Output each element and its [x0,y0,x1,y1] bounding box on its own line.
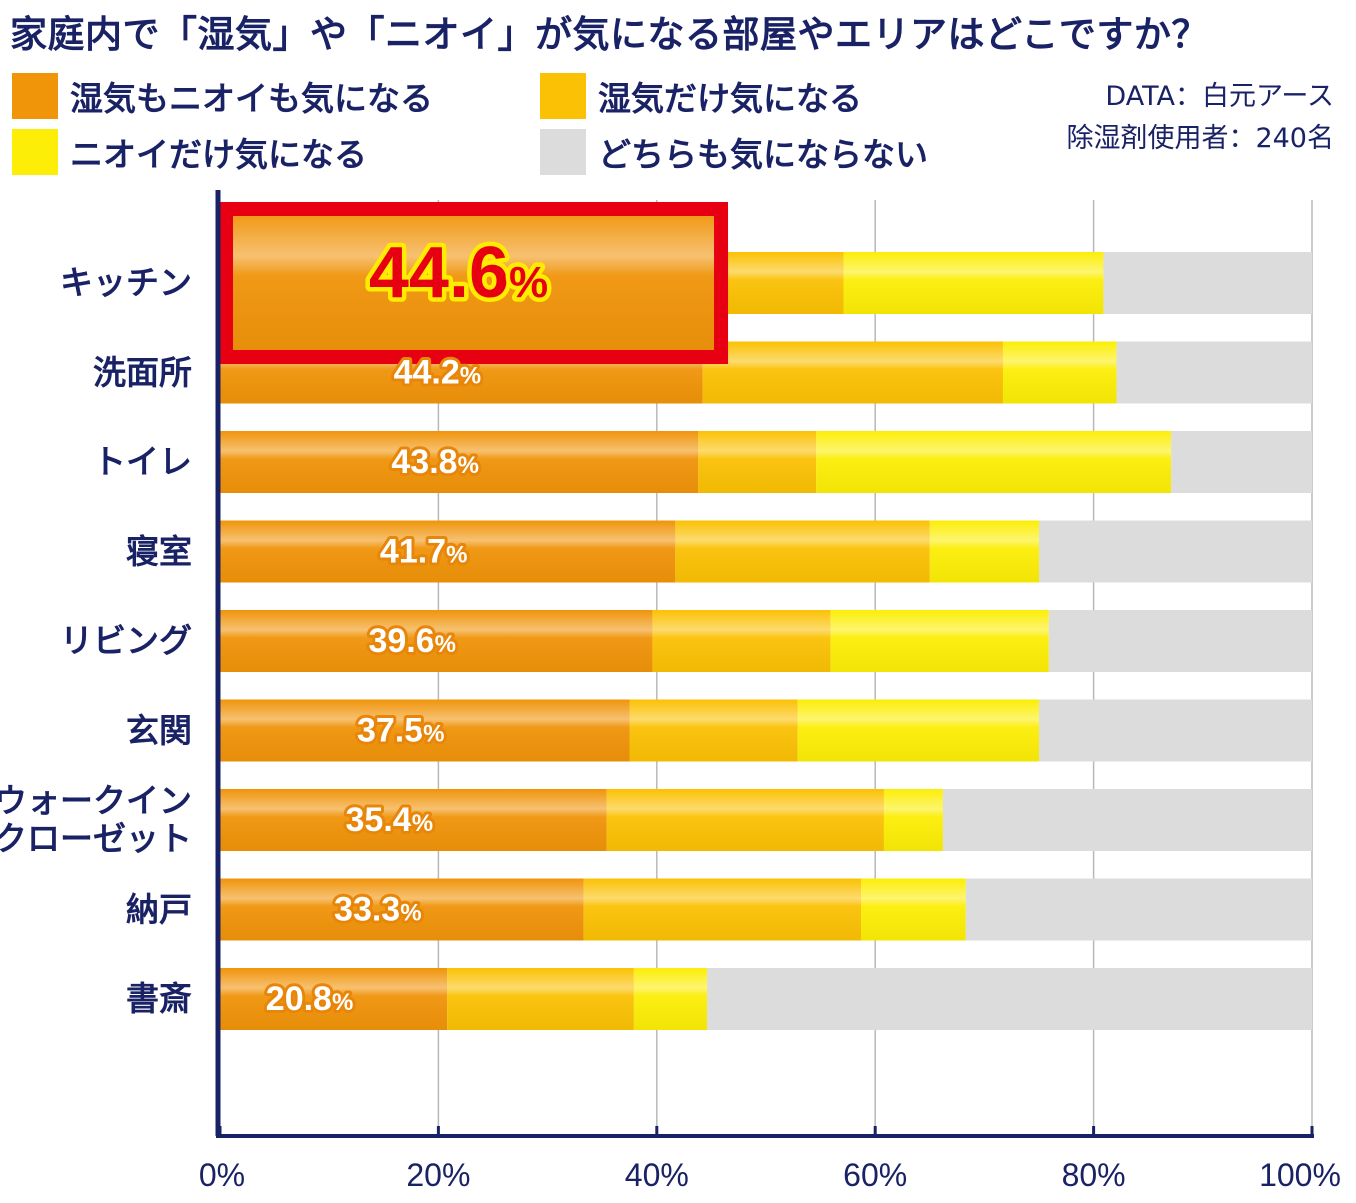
bar-segment-neither [965,878,1312,941]
category-label-line: 納戸 [126,889,192,929]
bar-shine [698,431,817,493]
legend-item-odor: ニオイだけ気になる [12,128,367,176]
bar-shine [220,610,653,672]
legend-swatch-odor [12,129,58,175]
category-label: 玄関 [126,710,192,750]
bar-segment-neither [1103,252,1312,314]
category-label: 洗面所 [93,352,192,392]
data-source: DATA：白元アース [1105,81,1334,112]
data-label-percent-sign: % [446,542,467,569]
data-label: 20.8% [266,980,354,1018]
data-label: 43.8% [391,443,479,481]
category-label: 寝室 [126,531,192,571]
legend-label-odor: ニオイだけ気になる [70,135,367,174]
x-tick-label: 40% [625,1157,689,1193]
category-label: キッチン [60,264,192,302]
bar-shine [843,252,1104,314]
data-label-percent-sign: % [458,452,479,479]
legend-label-neither: どちらも気にならない [598,135,928,174]
chart-title: 家庭内で「湿気」や「ニオイ」が気になる部屋やエリアはどこですか？ [10,13,1209,56]
data-label-percent-sign: % [509,258,548,307]
data-label-percent-sign: % [423,721,444,748]
category-label-line: 書斎 [126,979,192,1018]
axes: 0% 20% 40% 60% 80% 100% [199,190,1341,1193]
legend-swatch-humidity [540,73,586,119]
bar-shine [633,968,708,1030]
bar-segment-neither [1039,699,1312,762]
bar-segment-neither [942,789,1312,851]
bar-segment-neither [1039,520,1312,583]
bar-shine [929,520,1039,583]
bar-shine [861,878,966,941]
bar-shine [797,699,1039,762]
category-label-line: キッチン [60,263,192,302]
data-label: 39.6% [368,622,456,660]
highlight-box [219,202,729,364]
category-label-line: ウォークイン [0,781,192,820]
category-label-line: 寝室 [126,531,192,571]
legend-swatch-neither [540,129,586,175]
category-label-line: トイレ [93,442,192,481]
bar-shine [220,878,584,941]
bar-shine [830,610,1049,672]
sample-size: 除湿剤使用者：240名 [1066,123,1334,154]
bar-shine [606,789,884,851]
category-label-line: リビング [60,621,192,660]
bar-shine [447,968,634,1030]
data-label: 33.3% [334,891,422,929]
legend-label-humidity: 湿気だけ気になる [598,79,862,118]
bar-shine [220,431,699,493]
category-label-line: 玄関 [126,710,192,750]
bar-shine [883,789,943,851]
category-label: 納戸 [126,889,192,929]
legend-label-both: 湿気もニオイも気になる [70,79,433,118]
legend-item-neither: どちらも気にならない [540,128,928,176]
bar-segment-neither [1116,341,1312,404]
category-label: ウォークイン クローゼット [0,782,192,858]
bar-shine [816,431,1172,493]
x-tick-label: 0% [199,1157,245,1193]
category-label: トイレ [93,443,192,481]
x-tick-label: 60% [843,1157,907,1193]
data-label: 41.7% [380,533,468,571]
data-label-percent-sign: % [332,989,353,1016]
bar-shine [702,341,1003,404]
bar-shine [220,968,448,1030]
bar-shine [652,610,831,672]
category-label: リビング [60,622,192,660]
x-tick-label: 20% [406,1157,470,1193]
data-label-percent-sign: % [400,900,421,927]
bar-shine [220,520,676,583]
bar-shine [220,789,607,851]
bar-segment-neither [1171,431,1312,493]
bar-shine [629,699,798,762]
bar-shine [220,699,630,762]
category-label-line: 洗面所 [93,352,192,392]
legend-swatch-both [12,73,58,119]
bar-shine [675,520,930,583]
bar-segment-neither [1048,610,1312,672]
legend-item-humidity: 湿気だけ気になる [540,72,862,120]
data-labels: 44.2%43.8%41.7%39.6%37.5%35.4%33.3%20.8%… [263,229,553,1022]
bar-shine [707,252,844,314]
x-tick-label: 80% [1062,1157,1126,1193]
highlight-shine [226,209,722,357]
data-label-percent-sign: % [412,810,433,837]
data-label-percent-sign: % [435,631,456,658]
data-label-percent-sign: % [460,363,481,390]
bars [220,252,1312,1030]
category-label-line: クローゼット [0,819,192,858]
x-tick-label: 100% [1259,1157,1341,1193]
bar-segment-neither [707,968,1312,1030]
bar-shine [583,878,862,941]
legend-item-both: 湿気もニオイも気になる [12,72,433,120]
bar-shine [1002,341,1117,404]
highlight-frame [219,202,729,364]
category-label: 書斎 [126,980,192,1018]
